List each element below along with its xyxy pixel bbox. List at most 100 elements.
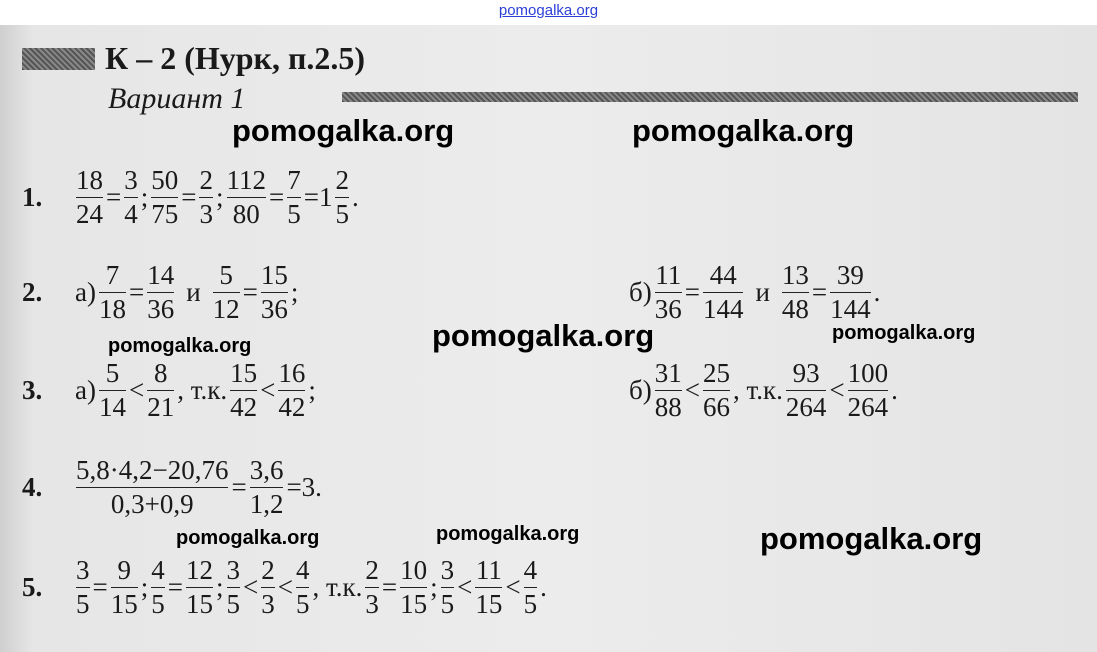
fraction: 3,6 1,2 <box>249 456 284 519</box>
denominator: 5 <box>287 198 301 229</box>
math-text: а) <box>75 374 96 405</box>
fraction: 11 36 <box>654 260 682 323</box>
math-text: < <box>260 374 276 405</box>
numerator: 13 <box>781 260 809 291</box>
fraction: 112 80 <box>226 166 266 229</box>
math-text: а) <box>75 276 96 307</box>
numerator: 4 <box>523 555 538 586</box>
denominator: 15 <box>185 588 213 619</box>
problem-number: 5. <box>22 571 43 602</box>
numerator: 93 <box>792 358 820 389</box>
denominator: 264 <box>785 391 827 422</box>
fraction-bar <box>830 291 871 293</box>
numerator: 5 <box>105 358 120 389</box>
fraction: 50 75 <box>151 166 179 228</box>
denominator: 24 <box>76 198 103 229</box>
fraction-bar <box>212 291 240 293</box>
math-text: ; <box>140 181 149 212</box>
variant-heading: Вариант 1 <box>108 82 246 115</box>
denominator: 12 <box>212 293 240 324</box>
site-link[interactable]: pomogalka.org <box>498 2 599 19</box>
numerator: 3 <box>226 555 241 586</box>
problem-3: 3. а) 5 14 <8 21, т.к. 15 42 <16 42; <box>22 352 317 428</box>
denominator: 88 <box>654 391 682 422</box>
denominator: 1,2 <box>249 488 284 519</box>
fraction: 15 42 <box>230 358 258 421</box>
fraction: 13 48 <box>781 260 809 323</box>
fraction-bar <box>335 196 349 198</box>
fraction: 93 264 <box>785 358 827 422</box>
watermark: pomogalka.org <box>232 113 455 148</box>
math-text: , т.к. <box>732 374 783 405</box>
denominator: 3 <box>199 198 213 229</box>
fraction-bar <box>654 389 682 391</box>
math-text: < <box>684 374 700 405</box>
fraction-bar <box>523 586 538 588</box>
fraction-bar <box>98 389 126 391</box>
denominator: 5 <box>226 588 241 619</box>
math-text: . <box>891 374 898 405</box>
watermark: pomogalka.org <box>632 113 855 148</box>
fraction-bar <box>702 389 730 391</box>
problem-number: 4. <box>22 471 43 502</box>
math-text: < <box>277 571 293 602</box>
fraction-bar <box>230 389 258 391</box>
fraction-bar <box>151 196 179 198</box>
denominator: 80 <box>232 198 260 229</box>
fraction: 5 12 <box>212 260 240 324</box>
numerator: 11 <box>655 260 682 291</box>
fraction-bar <box>76 486 229 488</box>
math-text: ; <box>140 571 149 602</box>
math-text: = <box>269 181 285 212</box>
numerator: 4 <box>295 555 310 586</box>
fraction-bar <box>147 291 175 293</box>
fraction: 44 144 <box>702 260 744 323</box>
math-text: = <box>106 181 122 212</box>
numerator: 7 <box>287 165 301 196</box>
numerator: 44 <box>709 260 737 291</box>
numerator: 100 <box>847 358 889 389</box>
variant-rule <box>342 92 1078 102</box>
denominator: 264 <box>847 391 889 422</box>
scanned-page <box>0 25 1097 652</box>
math-text: и <box>755 276 770 307</box>
fraction-bar <box>226 586 240 588</box>
numerator: 2 <box>335 165 349 196</box>
numerator: 3 <box>124 165 138 196</box>
problem-number: 1. <box>22 181 43 212</box>
title-marker-block <box>22 48 95 70</box>
fraction: 12 15 <box>185 556 213 619</box>
denominator: 0,3+0,9 <box>110 488 194 519</box>
math-text: ; <box>308 374 316 405</box>
fraction: 39 144 <box>830 261 871 323</box>
math-text: = <box>242 276 258 307</box>
fraction-bar <box>260 291 288 293</box>
math-text: < <box>505 571 521 602</box>
math-text: б) <box>629 276 652 307</box>
fraction: 100 264 <box>847 358 889 422</box>
numerator: 15 <box>230 358 258 389</box>
math-text: , т.к. <box>177 374 228 405</box>
numerator: 11 <box>475 555 502 586</box>
numerator: 5 <box>219 260 233 291</box>
math-text: . <box>873 276 881 307</box>
denominator: 21 <box>147 391 175 422</box>
numerator: 15 <box>260 260 288 291</box>
fraction-bar <box>702 291 744 293</box>
numerator: 3 <box>440 555 455 586</box>
numerator: 5,8·4,2−20,76 <box>76 455 229 486</box>
fraction: 10 15 <box>400 556 428 618</box>
fraction-bar <box>847 389 889 391</box>
fraction-bar <box>781 291 809 293</box>
fraction-bar <box>98 291 126 293</box>
denominator: 14 <box>98 391 126 422</box>
watermark: pomogalka.org <box>176 527 320 549</box>
watermark: pomogalka.org <box>108 335 252 357</box>
denominator: 5 <box>151 588 165 619</box>
numerator: 16 <box>278 358 306 389</box>
